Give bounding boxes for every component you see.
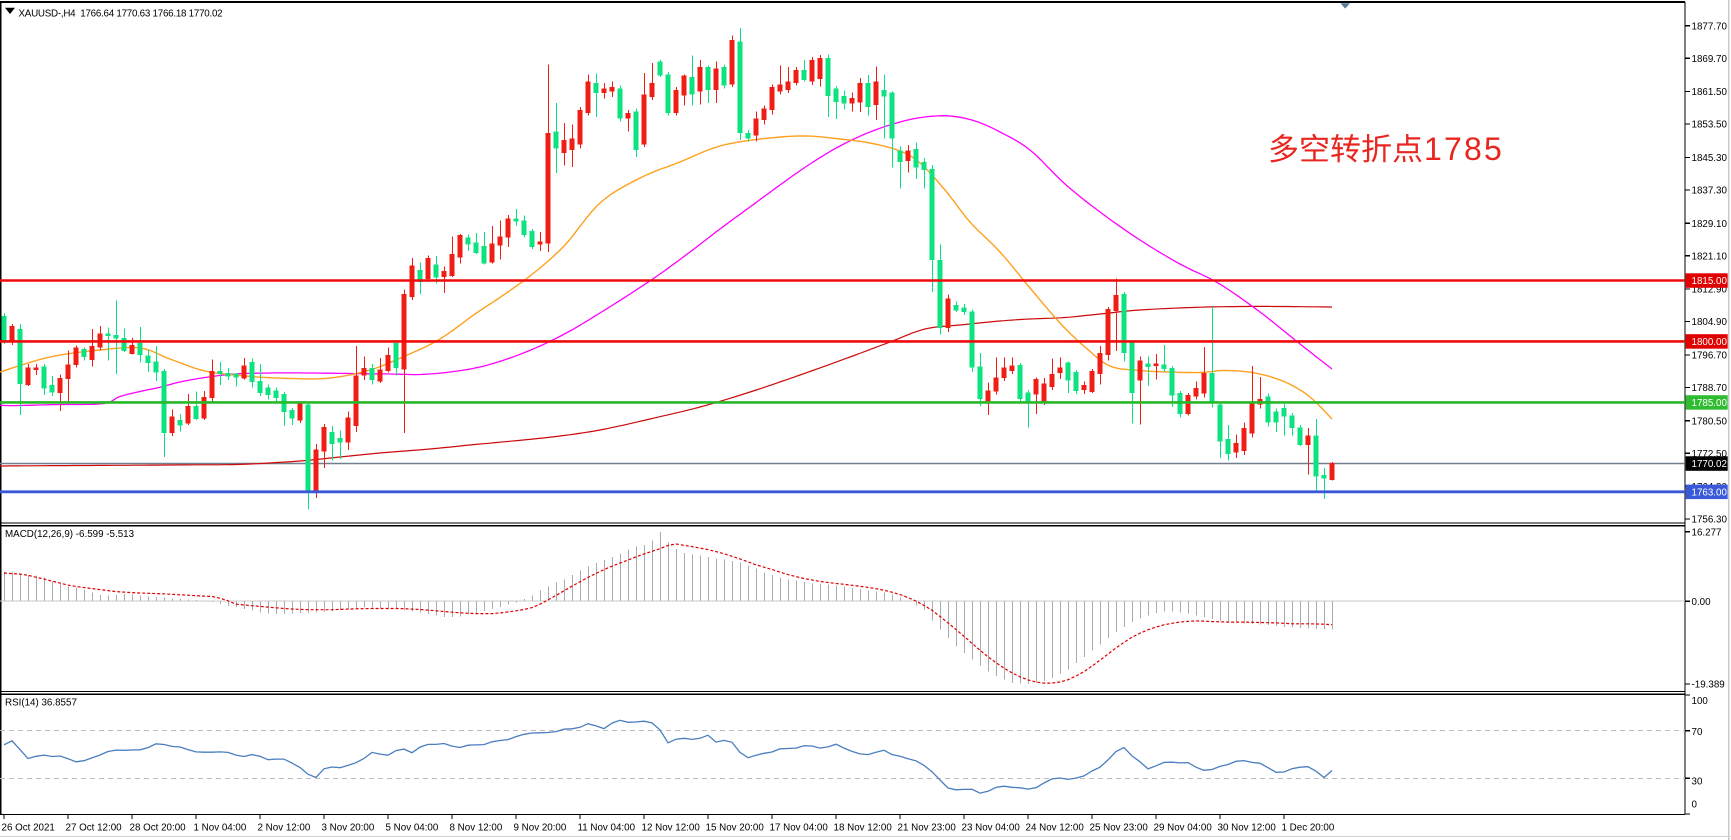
svg-text:25 Nov 23:00: 25 Nov 23:00 [1090, 823, 1149, 834]
svg-text:1 Nov 04:00: 1 Nov 04:00 [194, 823, 247, 834]
svg-text:1763.00: 1763.00 [1692, 488, 1728, 499]
svg-text:21 Nov 23:00: 21 Nov 23:00 [898, 823, 957, 834]
svg-text:24 Nov 12:00: 24 Nov 12:00 [1026, 823, 1085, 834]
svg-text:1796.70: 1796.70 [1692, 351, 1728, 362]
svg-text:26 Oct 2021: 26 Oct 2021 [2, 823, 55, 834]
svg-text:3 Nov 20:00: 3 Nov 20:00 [322, 823, 375, 834]
svg-text:1756.30: 1756.30 [1692, 515, 1728, 526]
svg-text:1869.70: 1869.70 [1692, 54, 1728, 65]
svg-text:1804.90: 1804.90 [1692, 317, 1728, 328]
svg-text:1815.00: 1815.00 [1692, 276, 1728, 287]
svg-text:1829.10: 1829.10 [1692, 219, 1728, 230]
svg-text:17 Nov 04:00: 17 Nov 04:00 [770, 823, 829, 834]
svg-text:1845.30: 1845.30 [1692, 153, 1728, 164]
svg-text:1861.50: 1861.50 [1692, 87, 1728, 98]
svg-text:MACD(12,26,9) -6.599 -5.513: MACD(12,26,9) -6.599 -5.513 [5, 529, 135, 540]
svg-text:30: 30 [1692, 777, 1703, 788]
svg-text:1772.50: 1772.50 [1692, 449, 1728, 460]
svg-text:1877.70: 1877.70 [1692, 21, 1728, 32]
svg-text:1821.10: 1821.10 [1692, 251, 1728, 262]
svg-text:1853.50: 1853.50 [1692, 120, 1728, 131]
svg-text:9 Nov 20:00: 9 Nov 20:00 [514, 823, 567, 834]
svg-text:1780.50: 1780.50 [1692, 416, 1728, 427]
svg-text:12 Nov 12:00: 12 Nov 12:00 [642, 823, 701, 834]
svg-text:5 Nov 04:00: 5 Nov 04:00 [386, 823, 439, 834]
svg-text:29 Nov 04:00: 29 Nov 04:00 [1154, 823, 1213, 834]
svg-text:1800.00: 1800.00 [1692, 337, 1728, 348]
svg-text:-19.389: -19.389 [1692, 680, 1725, 691]
svg-text:1812.90: 1812.90 [1692, 285, 1728, 296]
svg-text:70: 70 [1692, 727, 1703, 738]
svg-text:1 Dec 20:00: 1 Dec 20:00 [1282, 823, 1335, 834]
svg-text:11 Nov 04:00: 11 Nov 04:00 [578, 823, 636, 834]
svg-text:1788.70: 1788.70 [1692, 383, 1728, 394]
svg-text:15 Nov 20:00: 15 Nov 20:00 [706, 823, 765, 834]
svg-text:1837.30: 1837.30 [1692, 186, 1728, 197]
svg-text:16.277: 16.277 [1692, 528, 1722, 539]
svg-text:XAUUSD-,H4 1766.64 1770.63 17: XAUUSD-,H4 1766.64 1770.63 1766.18 1770.… [19, 8, 223, 19]
svg-text:2 Nov 12:00: 2 Nov 12:00 [258, 823, 311, 834]
svg-text:100: 100 [1692, 696, 1709, 707]
svg-text:8 Nov 12:00: 8 Nov 12:00 [450, 823, 503, 834]
svg-text:RSI(14) 36.8557: RSI(14) 36.8557 [5, 698, 77, 709]
svg-text:23 Nov 04:00: 23 Nov 04:00 [962, 823, 1021, 834]
svg-text:30 Nov 12:00: 30 Nov 12:00 [1218, 823, 1277, 834]
svg-text:0: 0 [1692, 800, 1698, 811]
svg-text:1785.00: 1785.00 [1692, 398, 1728, 409]
svg-text:0.00: 0.00 [1692, 597, 1712, 608]
svg-text:1770.02: 1770.02 [1692, 459, 1727, 470]
svg-text:28 Oct 20:00: 28 Oct 20:00 [130, 823, 187, 834]
svg-text:1785: 1785 [1424, 131, 1504, 167]
svg-text:18 Nov 12:00: 18 Nov 12:00 [834, 823, 893, 834]
svg-text:27 Oct 12:00: 27 Oct 12:00 [66, 823, 123, 834]
